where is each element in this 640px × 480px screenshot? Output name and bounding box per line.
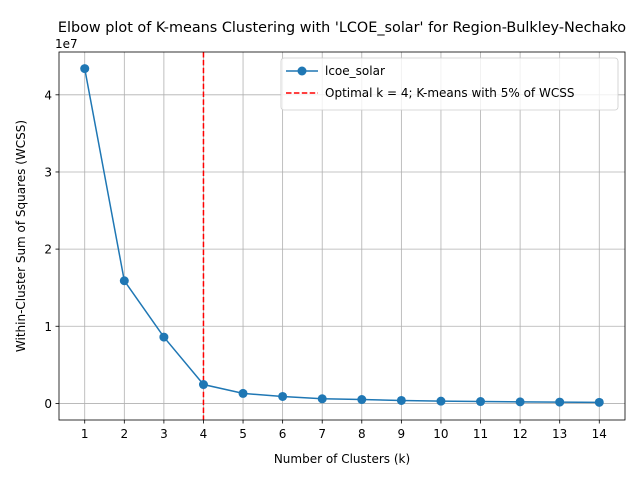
- x-tick-label: 9: [398, 427, 406, 441]
- grid: [59, 52, 625, 420]
- x-tick-label: 13: [552, 427, 567, 441]
- y-tick-label: 0: [44, 397, 52, 411]
- data-point: [119, 276, 129, 286]
- legend: lcoe_solar Optimal k = 4; K-means with 5…: [280, 57, 619, 111]
- x-tick-label: 2: [120, 427, 128, 441]
- x-tick-label: 4: [200, 427, 208, 441]
- legend-series-label: lcoe_solar: [325, 64, 385, 78]
- x-tick-label: 8: [358, 427, 366, 441]
- legend-series-marker: [297, 66, 307, 76]
- data-point: [198, 380, 208, 390]
- y-ticks: 0 1 2 3 4: [44, 88, 59, 411]
- x-tick-label: 3: [160, 427, 168, 441]
- y-tick-label: 2: [44, 243, 52, 257]
- data-point: [80, 64, 90, 74]
- data-point: [357, 395, 367, 405]
- y-tick-label: 1: [44, 320, 52, 334]
- data-point: [278, 391, 288, 401]
- y-tick-label: 4: [44, 88, 52, 102]
- y-tick-label: 3: [44, 165, 52, 179]
- legend-vline-label: Optimal k = 4; K-means with 5% of WCSS: [325, 86, 574, 100]
- x-axis-label: Number of Clusters (k): [274, 452, 410, 466]
- data-point: [396, 395, 406, 405]
- data-point: [555, 397, 565, 407]
- series-line: [83, 68, 600, 404]
- x-tick-label: 11: [473, 427, 488, 441]
- x-tick-label: 14: [592, 427, 607, 441]
- data-point: [594, 397, 604, 407]
- x-tick-label: 12: [512, 427, 527, 441]
- y-axis-label: Within-Cluster Sum of Squares (WCSS): [14, 120, 28, 352]
- y-offset-label: 1e7: [55, 37, 78, 51]
- legend-box: [280, 57, 619, 111]
- data-point: [159, 332, 169, 342]
- data-point: [317, 394, 327, 404]
- x-ticks: 1 2 3 4 5 6 7 8 9 10 11 12 13 14: [81, 420, 607, 441]
- x-tick-label: 5: [239, 427, 247, 441]
- x-tick-label: 7: [318, 427, 326, 441]
- data-point: [515, 397, 525, 407]
- data-point: [436, 396, 446, 406]
- data-point: [476, 397, 486, 407]
- plot-frame: [58, 51, 626, 421]
- x-tick-label: 10: [433, 427, 448, 441]
- x-tick-label: 1: [81, 427, 89, 441]
- chart-title: Elbow plot of K-means Clustering with 'L…: [58, 20, 626, 36]
- data-point: [238, 388, 248, 398]
- x-tick-label: 6: [279, 427, 287, 441]
- series-layer: [80, 64, 604, 407]
